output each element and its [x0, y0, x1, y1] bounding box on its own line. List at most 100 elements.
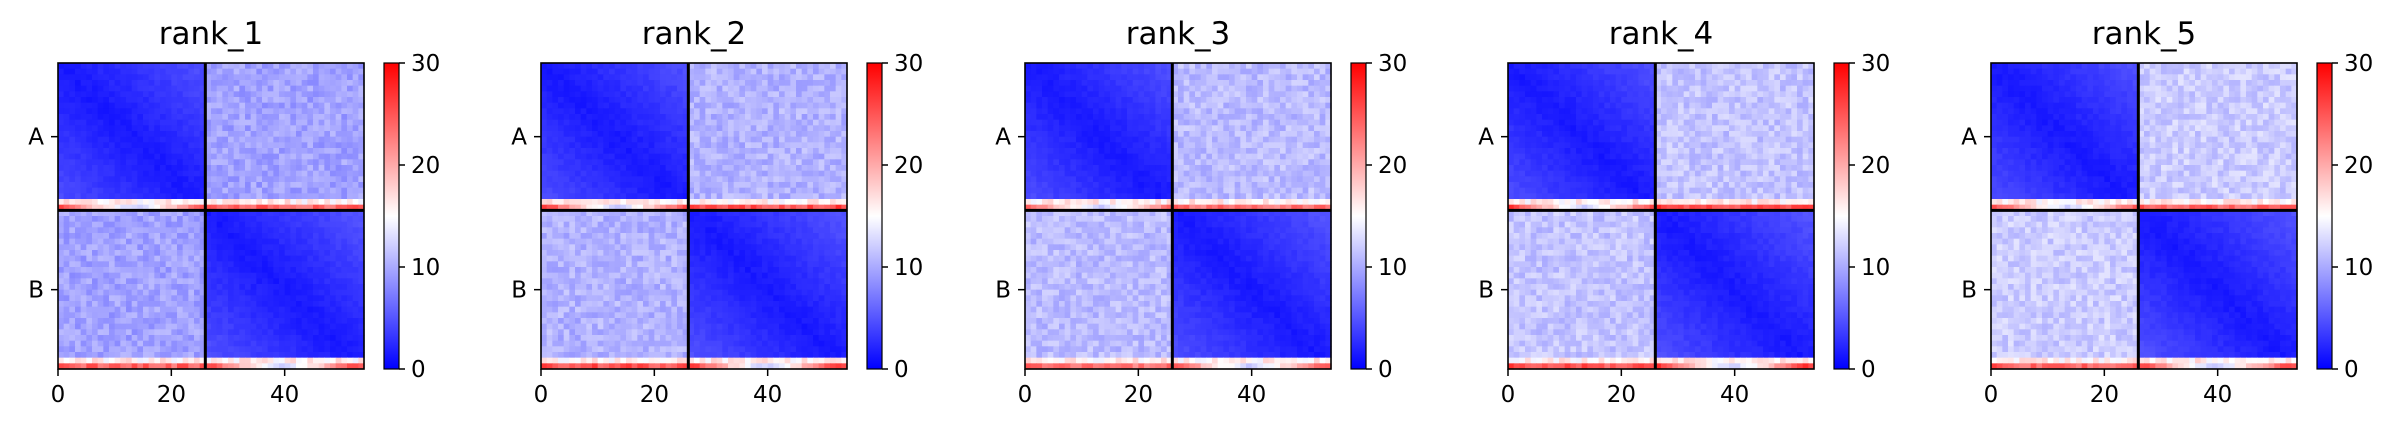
heatmap-cell [69, 142, 76, 149]
heatmap-cell [211, 233, 218, 240]
heatmap-cell [103, 318, 110, 325]
heatmap-cell [194, 97, 201, 104]
heatmap-cell [335, 204, 342, 211]
heatmap-cell [784, 244, 791, 251]
heatmap-cell [250, 165, 257, 172]
heatmap-cell [228, 159, 235, 166]
heatmap-cell [592, 267, 599, 274]
heatmap-cell [97, 131, 104, 138]
heatmap-cell [154, 227, 161, 234]
heatmap-cell [63, 227, 70, 234]
heatmap-cell [722, 210, 729, 217]
heatmap-cell [92, 318, 99, 325]
heatmap-cell [711, 108, 718, 115]
heatmap-cell [643, 199, 650, 206]
heatmap-cell [205, 148, 212, 155]
heatmap-cell [575, 250, 582, 257]
heatmap-cell [654, 221, 661, 228]
heatmap-cell [273, 238, 280, 245]
heatmap-cell [182, 153, 189, 160]
heatmap-cell [267, 357, 274, 364]
heatmap-cell [688, 216, 695, 223]
heatmap-cell [194, 227, 201, 234]
heatmap-cell [767, 255, 774, 262]
heatmap-cell [643, 238, 650, 245]
heatmap-cell [126, 68, 133, 75]
heatmap-cell [143, 357, 150, 364]
heatmap-cell [824, 114, 831, 121]
heatmap-cell [120, 318, 127, 325]
heatmap-cell [694, 102, 701, 109]
heatmap-cell [750, 159, 757, 166]
heatmap-cell [114, 91, 121, 98]
heatmap-cell [63, 318, 70, 325]
heatmap-cell [86, 199, 93, 206]
heatmap-cell [711, 267, 718, 274]
heatmap-cell [773, 233, 780, 240]
heatmap-cell [603, 244, 610, 251]
heatmap-cell [558, 74, 565, 81]
heatmap-cell [318, 346, 325, 353]
heatmap-cell [273, 329, 280, 336]
heatmap-cell [109, 108, 116, 115]
heatmap-cell [131, 216, 138, 223]
heatmap-cell [171, 170, 178, 177]
heatmap-cell [716, 131, 723, 138]
heatmap-cell [580, 63, 587, 70]
heatmap-cell [92, 102, 99, 109]
heatmap-cell [767, 267, 774, 274]
heatmap-cell [245, 289, 252, 296]
heatmap-cell [637, 142, 644, 149]
heatmap-cell [586, 159, 593, 166]
heatmap-cell [250, 210, 257, 217]
heatmap-cell [165, 63, 172, 70]
heatmap-cell [233, 244, 240, 251]
heatmap-cell [637, 63, 644, 70]
heatmap-cell [199, 306, 206, 313]
heatmap-cell [597, 216, 604, 223]
heatmap-cell [80, 272, 87, 279]
heatmap-cell [313, 272, 320, 279]
heatmap-cell [313, 142, 320, 149]
heatmap-cell [341, 114, 348, 121]
heatmap-cell [63, 363, 70, 370]
heatmap-cell [580, 250, 587, 257]
heatmap-cell [324, 193, 331, 200]
heatmap-cell [699, 102, 706, 109]
heatmap-cell [63, 63, 70, 70]
heatmap-cell [194, 80, 201, 87]
heatmap-cell [137, 193, 144, 200]
heatmap-cell [267, 244, 274, 251]
heatmap-cell [171, 250, 178, 257]
heatmap-cell [705, 131, 712, 138]
heatmap-cell [552, 227, 559, 234]
heatmap-cell [194, 131, 201, 138]
heatmap-cell [262, 216, 269, 223]
heatmap-cell [722, 238, 729, 245]
heatmap-cell [177, 142, 184, 149]
heatmap-cell [677, 199, 684, 206]
heatmap-cell [733, 131, 740, 138]
heatmap-cell [779, 136, 786, 143]
heatmap-cell [694, 193, 701, 200]
heatmap-cell [284, 284, 291, 291]
heatmap-cell [699, 193, 706, 200]
heatmap-cell [126, 97, 133, 104]
heatmap-cell [841, 102, 848, 109]
heatmap-cell [262, 267, 269, 274]
heatmap-cell [126, 182, 133, 189]
heatmap-cell [671, 97, 678, 104]
heatmap-cell [739, 182, 746, 189]
heatmap-cell [194, 153, 201, 160]
heatmap-cell [767, 63, 774, 70]
heatmap-cell [109, 119, 116, 126]
heatmap-cell [262, 193, 269, 200]
heatmap-cell [609, 91, 616, 98]
heatmap-cell [745, 114, 752, 121]
heatmap-cell [318, 363, 325, 370]
heatmap-cell [677, 125, 684, 132]
heatmap-cell [324, 323, 331, 330]
heatmap-cell [671, 204, 678, 211]
heatmap-cell [569, 176, 576, 183]
heatmap-cell [194, 233, 201, 240]
